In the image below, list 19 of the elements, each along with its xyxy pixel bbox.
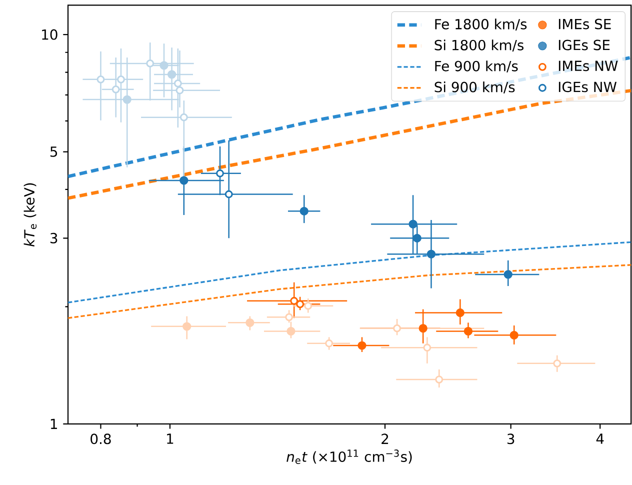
x-tick-label: 0.8	[90, 434, 111, 444]
legend-label: Si 900 km/s	[434, 82, 515, 94]
x-tick-label: 1	[167, 434, 174, 444]
legend-label: IGEs NW	[558, 82, 617, 92]
y-tick-label: 1	[50, 418, 57, 429]
x-axis-title: n$_{e}$t (×10$^{11}$ cm$^{−3}$s)	[286, 450, 412, 464]
y-tick-label: 3	[50, 232, 58, 244]
x-tick-label: 2	[382, 434, 388, 444]
y-tick-label: 10	[42, 29, 58, 40]
x-tick-label: 4	[596, 434, 604, 444]
legend-label: Fe 900 km/s	[435, 60, 518, 72]
legend-label: Si 1800 km/s	[434, 40, 524, 52]
legend-label: IMEs NW	[558, 60, 618, 72]
x-tick-label: 3	[507, 434, 514, 444]
legend-label: IGEs SE	[558, 40, 610, 50]
y-tick-label: 5	[50, 146, 58, 157]
y-axis-title: kT$_{e}$ (keV)	[24, 183, 37, 247]
legend-label: Fe 1800 km/s	[435, 18, 527, 30]
legend-label: IMEs SE	[558, 18, 611, 30]
